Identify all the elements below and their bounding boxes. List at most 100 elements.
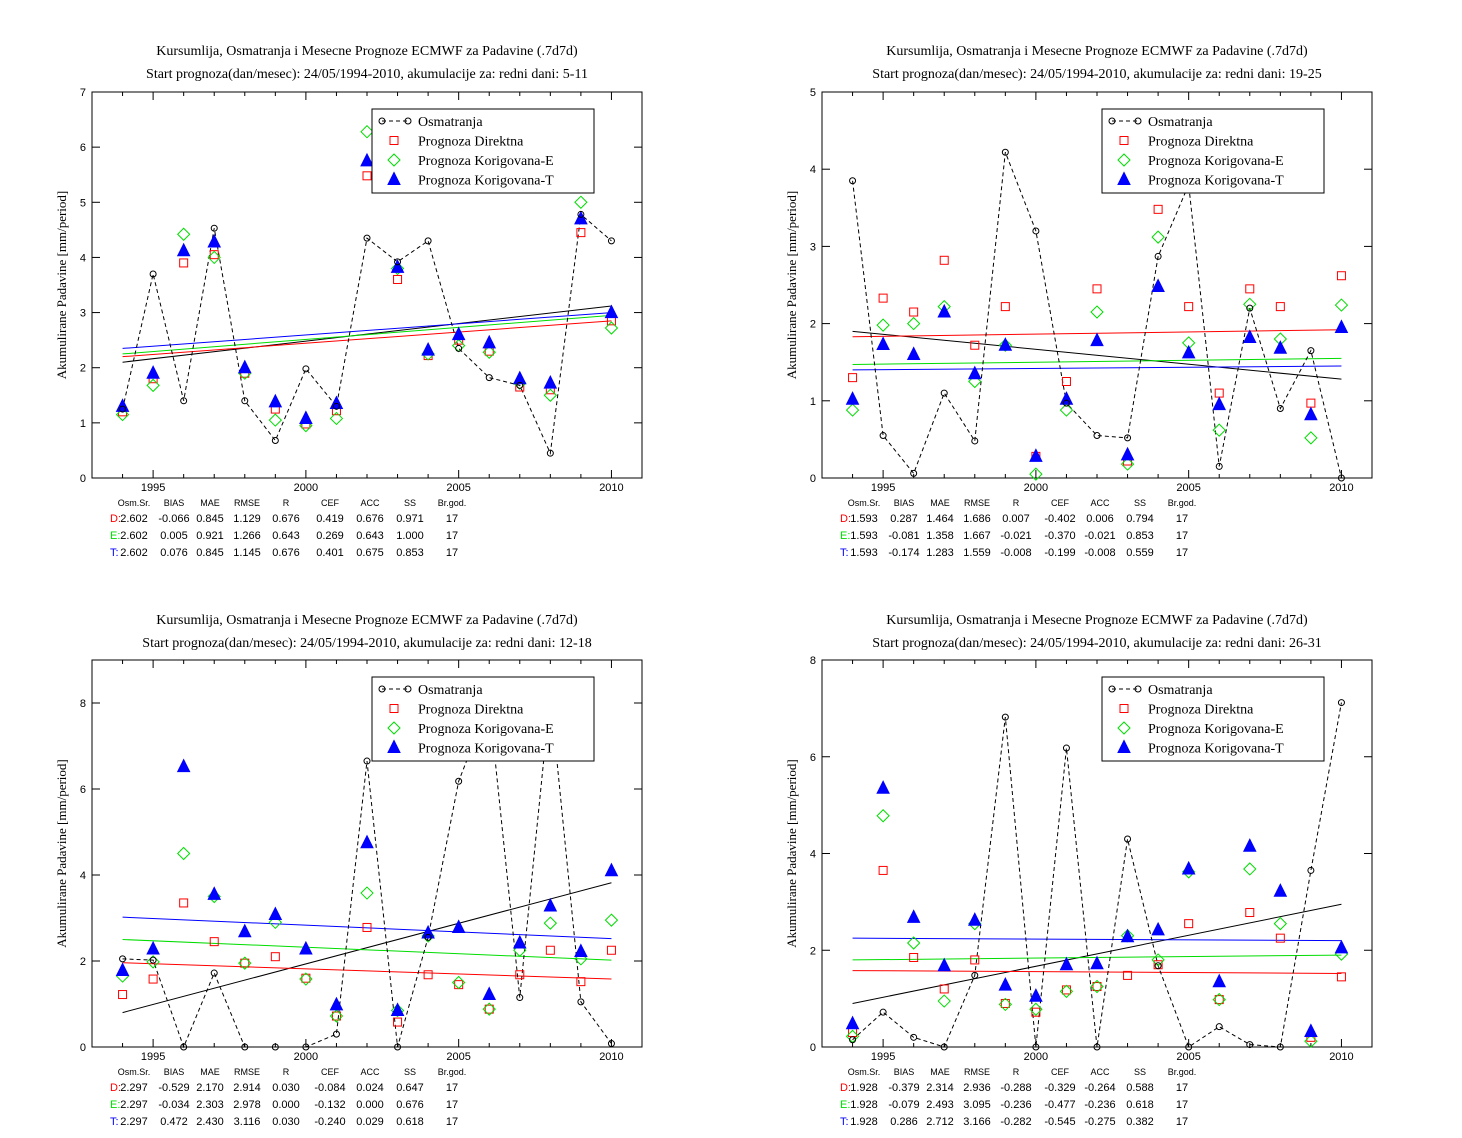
point-corrT xyxy=(1090,955,1104,970)
stats-value: 0.559 xyxy=(1126,547,1154,559)
point-corrT xyxy=(1212,973,1227,988)
legend-entry-corrT: Prognoza Korigovana-T xyxy=(418,742,554,757)
point-direct xyxy=(301,973,311,983)
legend-entry-corrT: Prognoza Korigovana-T xyxy=(418,174,554,189)
point-corrT xyxy=(1029,988,1043,1002)
point-obs xyxy=(332,1030,340,1038)
point-corrT xyxy=(360,834,374,849)
stats-value: 0.853 xyxy=(1126,530,1154,542)
stats-value: 0.845 xyxy=(196,513,224,525)
legend-marker-osmatranja xyxy=(1134,117,1142,125)
legend-entry-corrE: Prognoza Korigovana-E xyxy=(418,722,554,737)
point-corrT xyxy=(176,242,191,257)
chart-panel-1: Kursumlija, Osmatranja i Mesecne Prognoz… xyxy=(54,44,643,559)
point-corrE xyxy=(329,1009,344,1023)
point-corrE xyxy=(998,338,1013,352)
point-direct xyxy=(1061,377,1071,386)
stats-value: 2.493 xyxy=(926,1099,954,1111)
series-corrT xyxy=(845,780,1349,1038)
stats-value: -0.282 xyxy=(1000,1116,1031,1128)
point-obs xyxy=(180,1043,188,1051)
stats-header: Osm.Sr. xyxy=(848,498,881,508)
point-corrT xyxy=(1029,448,1043,462)
trend-line-corrT xyxy=(122,916,612,940)
y-tick-label: 2 xyxy=(80,956,86,968)
stats-header: Br.god. xyxy=(1168,498,1197,508)
stats-value: -0.081 xyxy=(888,530,919,542)
point-corrT xyxy=(998,337,1013,351)
stats-row-label: T: xyxy=(110,547,119,559)
legend-entry-obs: Osmatranja xyxy=(418,115,483,130)
point-direct xyxy=(118,990,128,1000)
point-direct xyxy=(1214,995,1224,1005)
stats-value: 0.030 xyxy=(272,1082,300,1094)
point-corrE xyxy=(238,956,252,970)
stats-header: RMSE xyxy=(964,498,990,508)
point-corrE xyxy=(299,972,313,986)
point-direct xyxy=(878,865,888,875)
point-corrT xyxy=(299,410,313,424)
stats-value: 2.978 xyxy=(233,1099,261,1111)
y-tick-label: 3 xyxy=(80,308,86,320)
stats-value: 17 xyxy=(446,513,458,525)
legend-marker-corrE xyxy=(387,721,401,735)
stats-value: 0.076 xyxy=(160,547,188,559)
point-obs xyxy=(1307,866,1315,874)
point-obs xyxy=(1124,434,1132,442)
stats-value: 3.166 xyxy=(963,1116,991,1128)
point-corrE xyxy=(146,955,160,969)
point-direct xyxy=(1031,1007,1041,1017)
point-direct xyxy=(515,970,525,980)
legend-marker-osmatranja xyxy=(1108,117,1116,125)
point-corrT xyxy=(937,303,952,318)
point-corrT xyxy=(1120,446,1135,461)
x-tick-label: 1995 xyxy=(141,1051,165,1063)
stats-value: 3.095 xyxy=(963,1099,991,1111)
point-corrT xyxy=(482,334,497,349)
point-obs xyxy=(485,374,493,382)
stats-row-label: T: xyxy=(840,1116,849,1128)
series-line-osmatranja xyxy=(852,152,1342,479)
stats-value: 17 xyxy=(1176,547,1188,559)
y-axis-label: Akumulirane Padavine [mm/period] xyxy=(784,191,799,379)
stats-value: 0.006 xyxy=(1086,513,1114,525)
point-corrT xyxy=(115,962,130,976)
point-obs xyxy=(1185,1043,1193,1051)
y-tick-label: 5 xyxy=(810,87,816,99)
stats-value: 17 xyxy=(446,1099,458,1111)
point-direct xyxy=(393,1017,403,1027)
stats-header: R xyxy=(1013,1067,1020,1077)
stats-value: -0.066 xyxy=(158,513,189,525)
point-corrT xyxy=(1059,391,1074,405)
point-corrT xyxy=(390,1002,405,1016)
point-corrT xyxy=(207,886,222,900)
point-corrE xyxy=(604,321,619,335)
point-direct xyxy=(179,258,189,268)
point-obs xyxy=(546,449,554,457)
point-obs xyxy=(1062,744,1070,752)
chart-panel-3: Kursumlija, Osmatranja i Mesecne Prognoz… xyxy=(54,613,643,1128)
point-obs xyxy=(394,258,402,266)
point-corrE xyxy=(1212,992,1226,1007)
chart-panel-4: Kursumlija, Osmatranja i Mesecne Prognoz… xyxy=(784,613,1373,1128)
stats-value: 0.676 xyxy=(272,547,300,559)
stats-header: Br.god. xyxy=(1168,1067,1197,1077)
legend-marker-corrE xyxy=(1117,153,1131,167)
point-corrT xyxy=(360,152,374,167)
point-direct xyxy=(970,955,980,965)
point-corrE xyxy=(876,809,890,823)
point-corrT xyxy=(1151,278,1165,293)
stats-header: BIAS xyxy=(894,1067,915,1077)
point-corrE xyxy=(1151,953,1165,967)
point-obs xyxy=(1246,1041,1254,1049)
point-obs xyxy=(516,994,524,1002)
legend-marker-corrT xyxy=(387,171,401,185)
stats-header: CEF xyxy=(321,1067,340,1077)
chart-title: Kursumlija, Osmatranja i Mesecne Prognoz… xyxy=(886,44,1308,59)
point-obs xyxy=(910,469,918,477)
point-obs xyxy=(849,1036,857,1044)
x-tick-label: 2005 xyxy=(446,482,470,494)
chart-panel-2: Kursumlija, Osmatranja i Mesecne Prognoz… xyxy=(784,44,1373,559)
point-corrE xyxy=(390,1003,405,1018)
stats-value: -0.275 xyxy=(1084,1116,1115,1128)
